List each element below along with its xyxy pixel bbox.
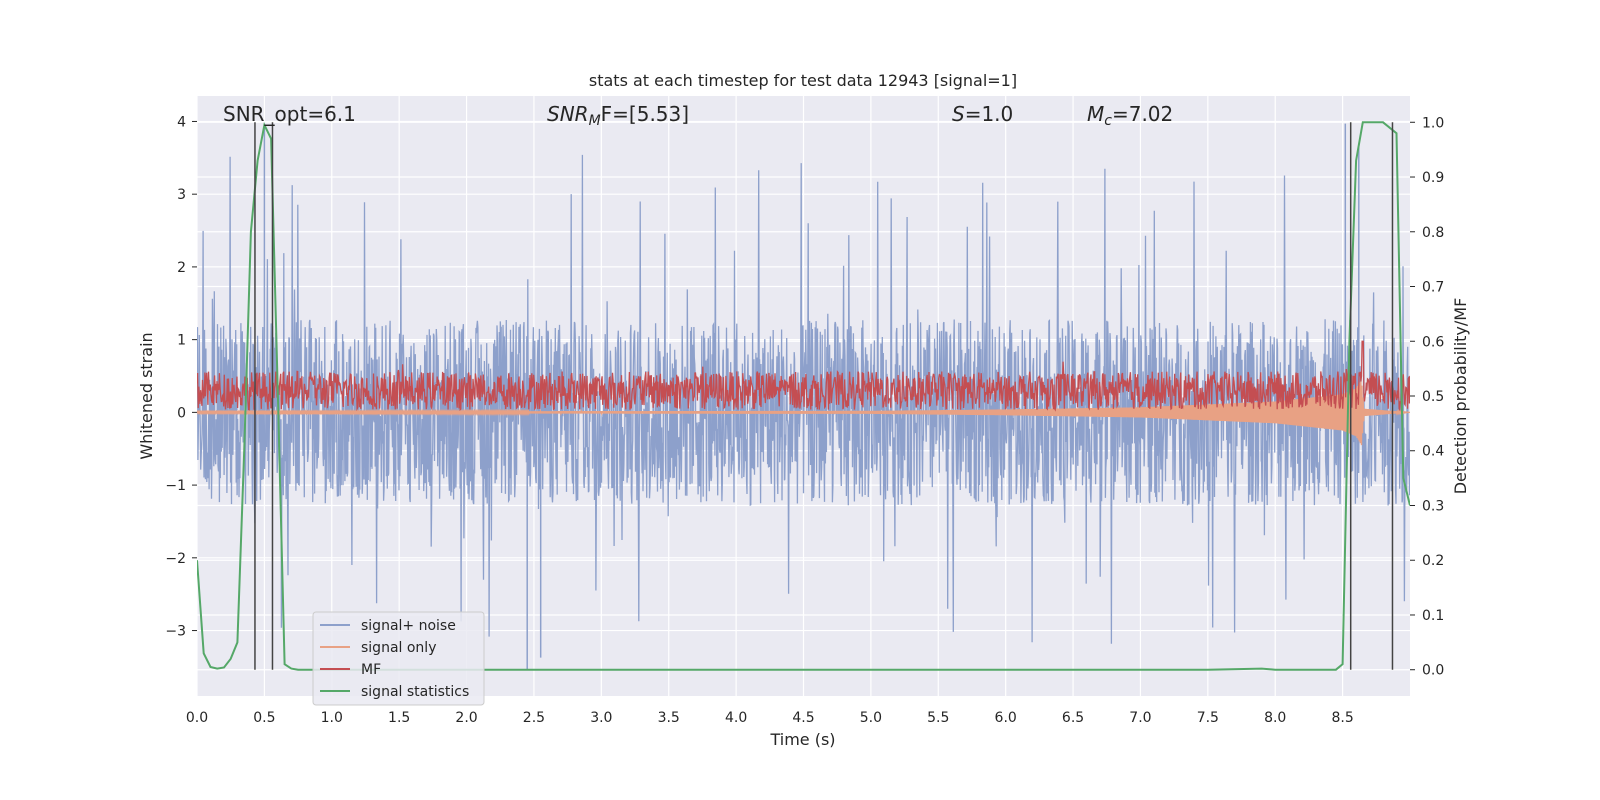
y2-tick-label: 0.8 <box>1422 225 1444 241</box>
x-tick-label: 1.0 <box>321 710 343 726</box>
annotation-snr-mf-base: SNR <box>547 102 589 126</box>
x-tick-label: 8.0 <box>1264 710 1286 726</box>
y-tick-label: 4 <box>177 114 186 130</box>
x-tick-label: 2.0 <box>455 710 477 726</box>
x-tick-label: 0.5 <box>253 710 275 726</box>
annotation-mc-value: =7.02 <box>1112 102 1173 126</box>
x-tick-label: 0.0 <box>186 710 208 726</box>
annotation-mc-sub: c <box>1104 113 1112 129</box>
annotation-s-base: S <box>952 102 965 126</box>
legend: signal+ noise signal only MF signal stat… <box>312 611 485 706</box>
y2-axis-label: Detection probability/MF <box>1451 298 1470 495</box>
y2-tick-label: 0.6 <box>1422 334 1444 350</box>
series-signal-only-line <box>197 380 1410 446</box>
legend-label-signal-statistics: signal statistics <box>361 684 469 700</box>
x-tick-label: 6.0 <box>995 710 1017 726</box>
x-tick-label: 2.5 <box>523 710 545 726</box>
legend-label-signal-only: signal only <box>361 640 436 656</box>
annotation-snr-opt: SNR_opt=6.1 <box>223 102 356 126</box>
x-tick-label: 3.0 <box>590 710 612 726</box>
x-tick-label: 3.5 <box>658 710 680 726</box>
y-tick-label: 3 <box>177 187 186 203</box>
x-tick-label: 7.0 <box>1129 710 1151 726</box>
y-tick-label: 0 <box>177 405 186 421</box>
y2-tick-label: 0.1 <box>1422 608 1444 624</box>
x-tick-label: 4.0 <box>725 710 747 726</box>
x-tick-label: 5.0 <box>860 710 882 726</box>
y-tick-label: −2 <box>165 551 186 567</box>
y-tick-label: −1 <box>165 478 186 494</box>
y2-tick-label: 0.5 <box>1422 389 1444 405</box>
x-tick-label: 1.5 <box>388 710 410 726</box>
y-tick-label: 1 <box>177 333 186 349</box>
x-tick-label: 5.5 <box>927 710 949 726</box>
x-tick-label: 6.5 <box>1062 710 1084 726</box>
y-tick-label: −3 <box>165 624 186 640</box>
annotation-snr-mf: SNRMF=[5.53] <box>547 102 689 129</box>
annotation-mc: Mc=7.02 <box>1087 102 1173 129</box>
annotation-s-value: =1.0 <box>965 102 1014 126</box>
data-layer <box>197 121 1410 671</box>
annotation-s: S=1.0 <box>952 102 1013 126</box>
y2-tick-label: 0.0 <box>1422 663 1444 679</box>
y2-tick-label: 0.3 <box>1422 498 1444 514</box>
legend-label-mf: MF <box>361 662 381 678</box>
y2-tick-label: 0.9 <box>1422 170 1444 186</box>
y2-tick-label: 0.2 <box>1422 553 1444 569</box>
y2-tick-label: 0.7 <box>1422 280 1444 296</box>
series-mf-line <box>197 340 1410 412</box>
y2-tick-label: 1.0 <box>1422 115 1444 131</box>
annotation-snr-mf-sub: M <box>589 113 601 129</box>
x-tick-label: 7.5 <box>1197 710 1219 726</box>
chart-title: stats at each timestep for test data 129… <box>589 71 1017 90</box>
x-tick-label: 8.5 <box>1331 710 1353 726</box>
y2-tick-label: 0.4 <box>1422 444 1444 460</box>
x-axis-label: Time (s) <box>769 730 835 749</box>
legend-box <box>312 611 485 706</box>
legend-label-signal-noise: signal+ noise <box>361 618 456 634</box>
annotation-snr-mf-suffix: F=[5.53] <box>601 102 689 126</box>
series-signal-statistics-line <box>197 121 1410 671</box>
x-tick-label: 4.5 <box>792 710 814 726</box>
y-tick-label: 2 <box>177 260 186 276</box>
annotation-mc-base: M <box>1087 102 1104 126</box>
y2-axis: 1.0 0.9 0.8 0.7 0.6 0.5 0.4 0.3 0.2 0.1 0.0 <box>1410 115 1444 679</box>
y-axis: 4 3 2 1 0 −1 −2 −3 <box>165 114 197 640</box>
x-axis: 0.0 0.5 1.0 1.5 2.0 2.5 3.0 3.5 4.0 4.5 5.0 5.5 6.0 6… <box>186 710 1354 726</box>
y-axis-label: Whitened strain <box>137 332 156 459</box>
